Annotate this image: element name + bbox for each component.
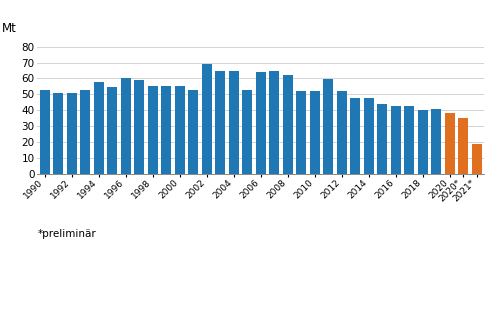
Text: Mt: Mt (1, 22, 17, 35)
Bar (188, 90, 198, 174)
Bar (134, 80, 144, 174)
Bar (404, 106, 414, 174)
Bar (323, 79, 333, 174)
Bar (202, 64, 212, 174)
Bar (431, 109, 441, 174)
Bar (175, 86, 185, 174)
Bar (444, 113, 455, 174)
Bar (458, 118, 468, 174)
Bar (161, 86, 171, 174)
Bar (53, 93, 63, 174)
Bar (67, 93, 77, 174)
Bar (364, 98, 374, 174)
Bar (148, 86, 158, 174)
Bar (337, 91, 347, 174)
Bar (40, 90, 50, 174)
Bar (215, 70, 225, 174)
Bar (269, 71, 279, 174)
Bar (296, 91, 306, 174)
Bar (256, 72, 266, 174)
Bar (417, 109, 428, 174)
Bar (229, 71, 239, 174)
Bar (310, 91, 320, 174)
Bar (107, 87, 117, 174)
Bar (350, 98, 360, 174)
Bar (94, 82, 104, 174)
Bar (121, 78, 131, 174)
Bar (377, 104, 387, 174)
Bar (80, 91, 90, 174)
Bar (391, 106, 401, 174)
Bar (242, 90, 252, 174)
Text: *preliminär: *preliminär (37, 229, 96, 239)
Bar (471, 144, 482, 174)
Bar (283, 75, 293, 174)
